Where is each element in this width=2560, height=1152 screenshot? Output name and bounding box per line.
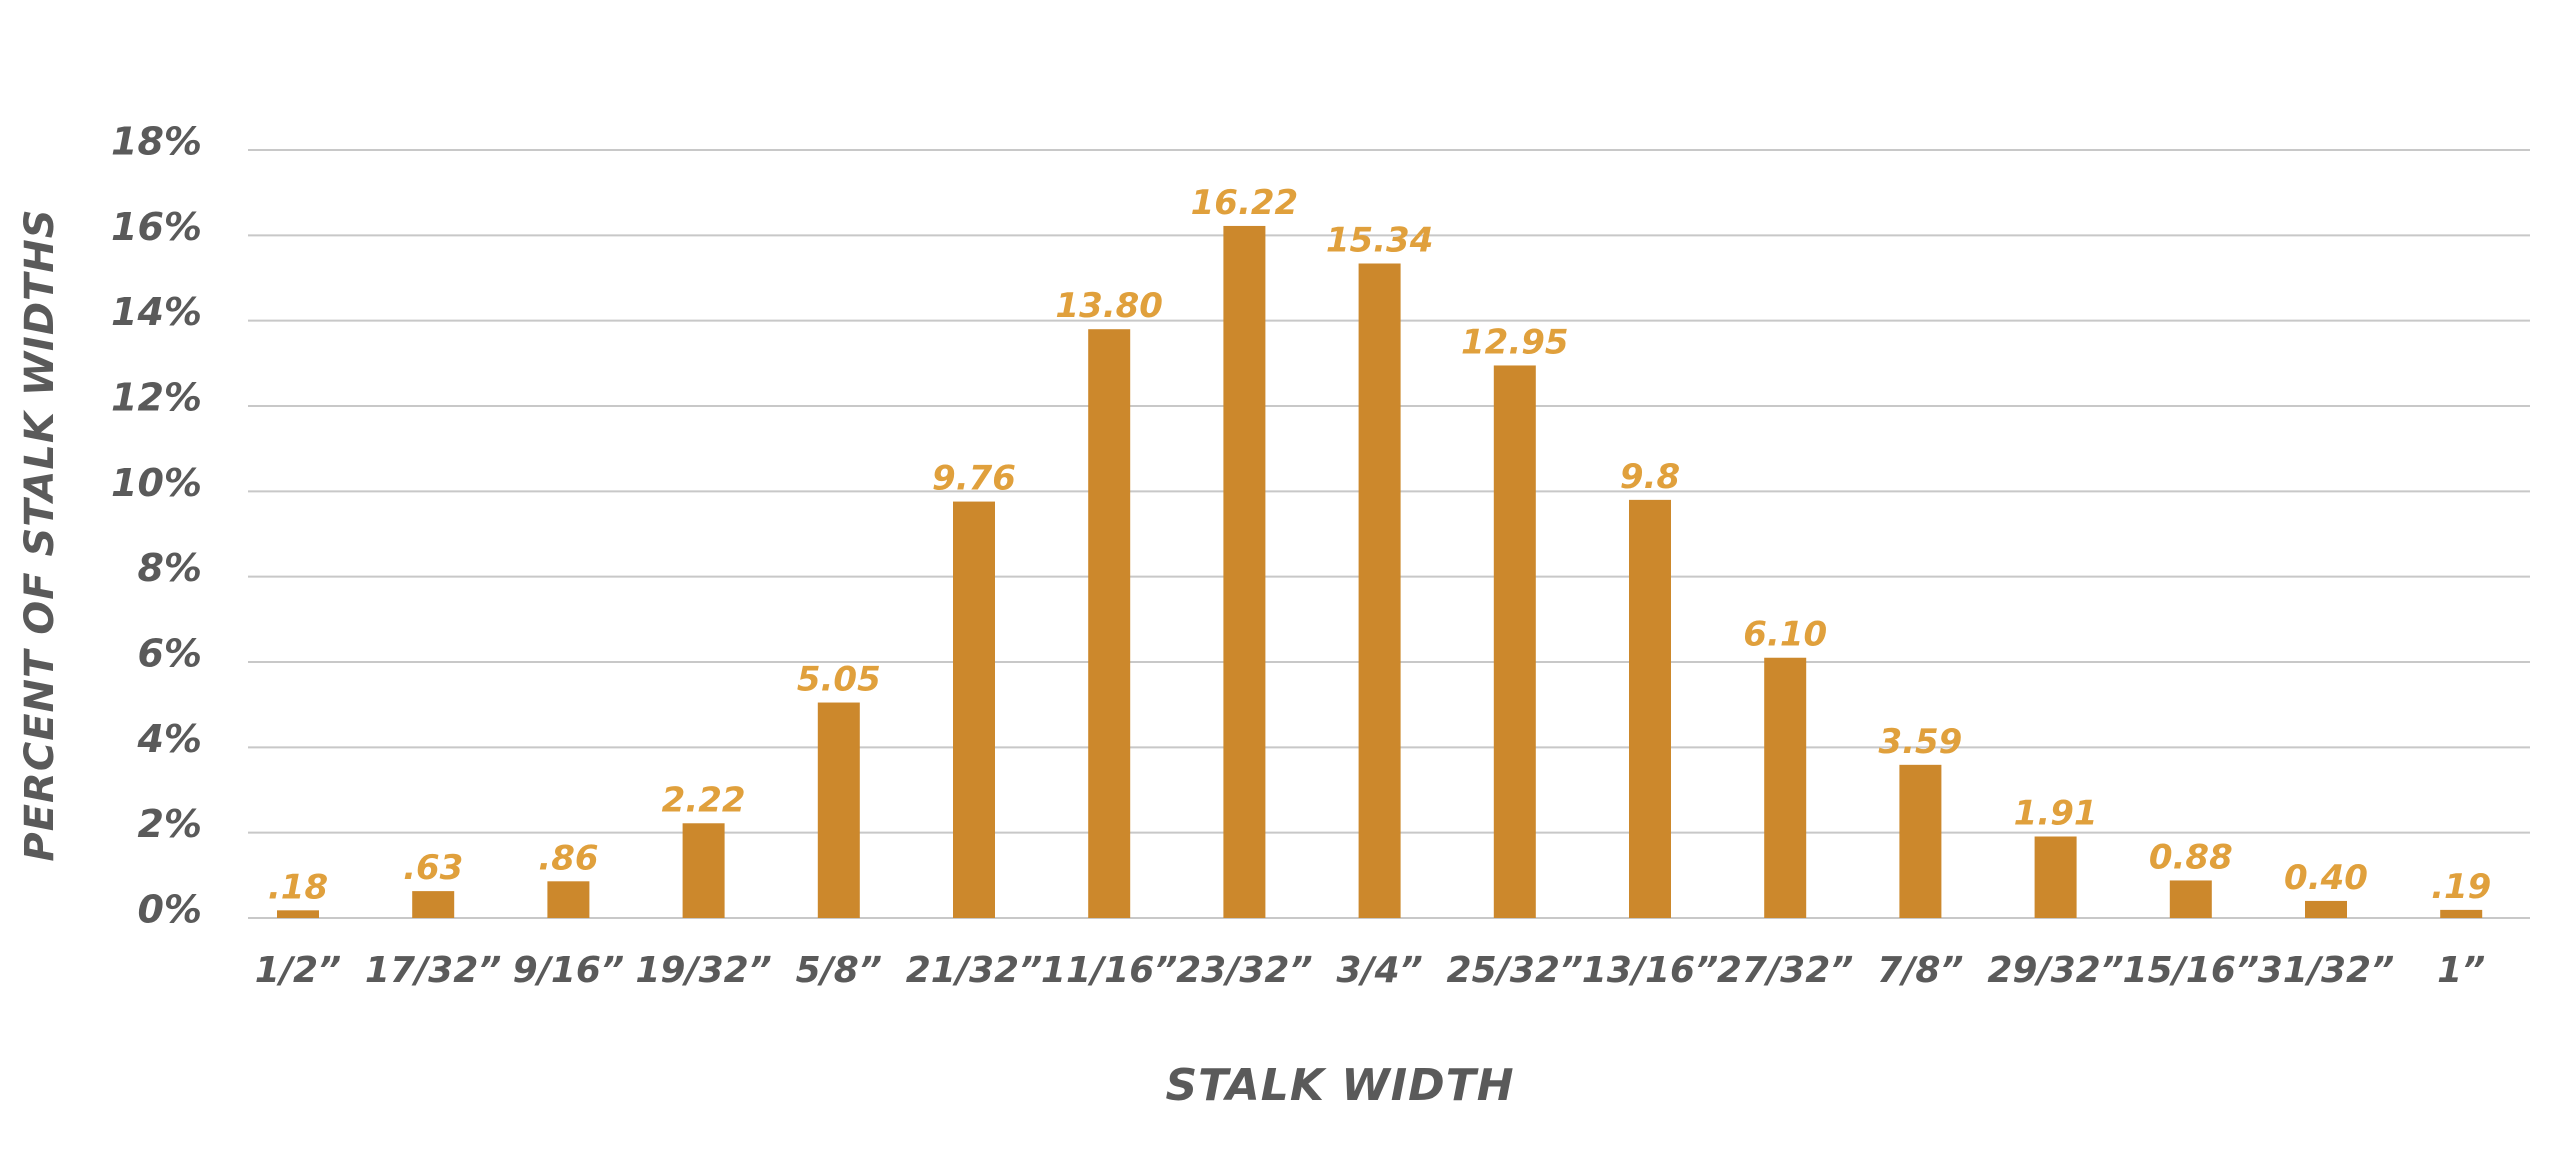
value-label: 0.40	[2284, 858, 2368, 898]
y-tick-label: 14%	[111, 290, 202, 334]
value-label: 9.8	[1620, 457, 1680, 497]
x-axis-ticks: 1/2” 17/32” 9/16” 19/32” 5/8” 21/32”11/16”23/…	[255, 950, 2486, 991]
value-label: 1.91	[2014, 794, 2098, 834]
bar	[2169, 880, 2212, 918]
x-tick-label: 25/32”	[1447, 950, 1584, 991]
value-label: 13.80	[1055, 286, 1163, 326]
value-label: 6.10	[1743, 615, 1827, 655]
bar	[1088, 329, 1131, 918]
bars	[277, 225, 2483, 919]
x-tick-label: 9/16”	[513, 950, 624, 991]
bar	[1358, 263, 1401, 918]
bar	[547, 881, 590, 918]
value-label: 2.22	[662, 780, 746, 820]
bar	[1764, 657, 1807, 918]
bar	[412, 891, 455, 918]
bar	[1899, 764, 1942, 918]
bar	[1223, 225, 1266, 919]
value-label: 16.22	[1191, 183, 1299, 223]
value-label: .18	[268, 867, 328, 907]
bar	[953, 501, 995, 918]
value-label: .63	[403, 848, 463, 888]
value-label: 9.76	[932, 459, 1016, 499]
value-label: 0.88	[2149, 837, 2233, 877]
y-tick-label: 12%	[111, 376, 202, 420]
bar	[1629, 499, 1671, 918]
x-tick-label: 15/16”	[2123, 950, 2260, 991]
x-tick-label: 27/32”	[1717, 950, 1854, 991]
y-tick-label: 6%	[137, 632, 202, 676]
bar	[2440, 909, 2483, 918]
x-tick-label: 21/32”	[906, 950, 1043, 991]
x-tick-label: 23/32”	[1176, 950, 1313, 991]
value-label: .86	[538, 838, 598, 878]
x-tick-label: 31/32”	[2258, 950, 2395, 991]
y-tick-label: 2%	[137, 802, 202, 846]
bar	[277, 910, 319, 918]
x-tick-label: 13/16”	[1582, 950, 1719, 991]
bar	[2034, 836, 2077, 918]
x-tick-label: 7/8”	[1877, 950, 1963, 991]
x-tick-label: 19/32”	[635, 950, 772, 991]
value-label: 5.05	[797, 660, 881, 700]
x-tick-label: 11/16”	[1041, 950, 1178, 991]
x-tick-label: 29/32”	[1987, 950, 2124, 991]
bar	[1493, 365, 1536, 918]
y-tick-label: 4%	[136, 717, 202, 761]
x-tick-label: 5/8”	[796, 950, 882, 991]
y-axis-ticks: 0% 2% 4% 6% 8% 10% 12% 14% 16% 18%	[111, 120, 202, 932]
x-tick-label: 3/4”	[1336, 950, 1422, 991]
y-tick-label: 18%	[111, 120, 202, 164]
value-label: 3.59	[1878, 722, 1962, 762]
value-label: 12.95	[1461, 322, 1569, 362]
bar	[817, 702, 860, 918]
x-axis-label: STALK WIDTH	[1165, 1060, 1515, 1111]
y-tick-label: 16%	[111, 205, 202, 249]
bar	[682, 823, 725, 918]
y-tick-label: 0%	[137, 888, 202, 932]
y-tick-label: 10%	[111, 461, 202, 505]
x-tick-label: 17/32”	[365, 950, 502, 991]
x-tick-label: 1”	[2437, 950, 2485, 991]
bar	[2305, 900, 2347, 918]
value-label: .19	[2431, 867, 2491, 907]
value-label: 15.34	[1326, 220, 1434, 260]
y-tick-label: 8%	[137, 546, 202, 590]
x-tick-label: 1/2”	[255, 950, 341, 991]
value-labels: .18 .63 .86 2.22 5.05 9.76 13.80 16.22 15.34 12.9…	[268, 183, 2491, 907]
